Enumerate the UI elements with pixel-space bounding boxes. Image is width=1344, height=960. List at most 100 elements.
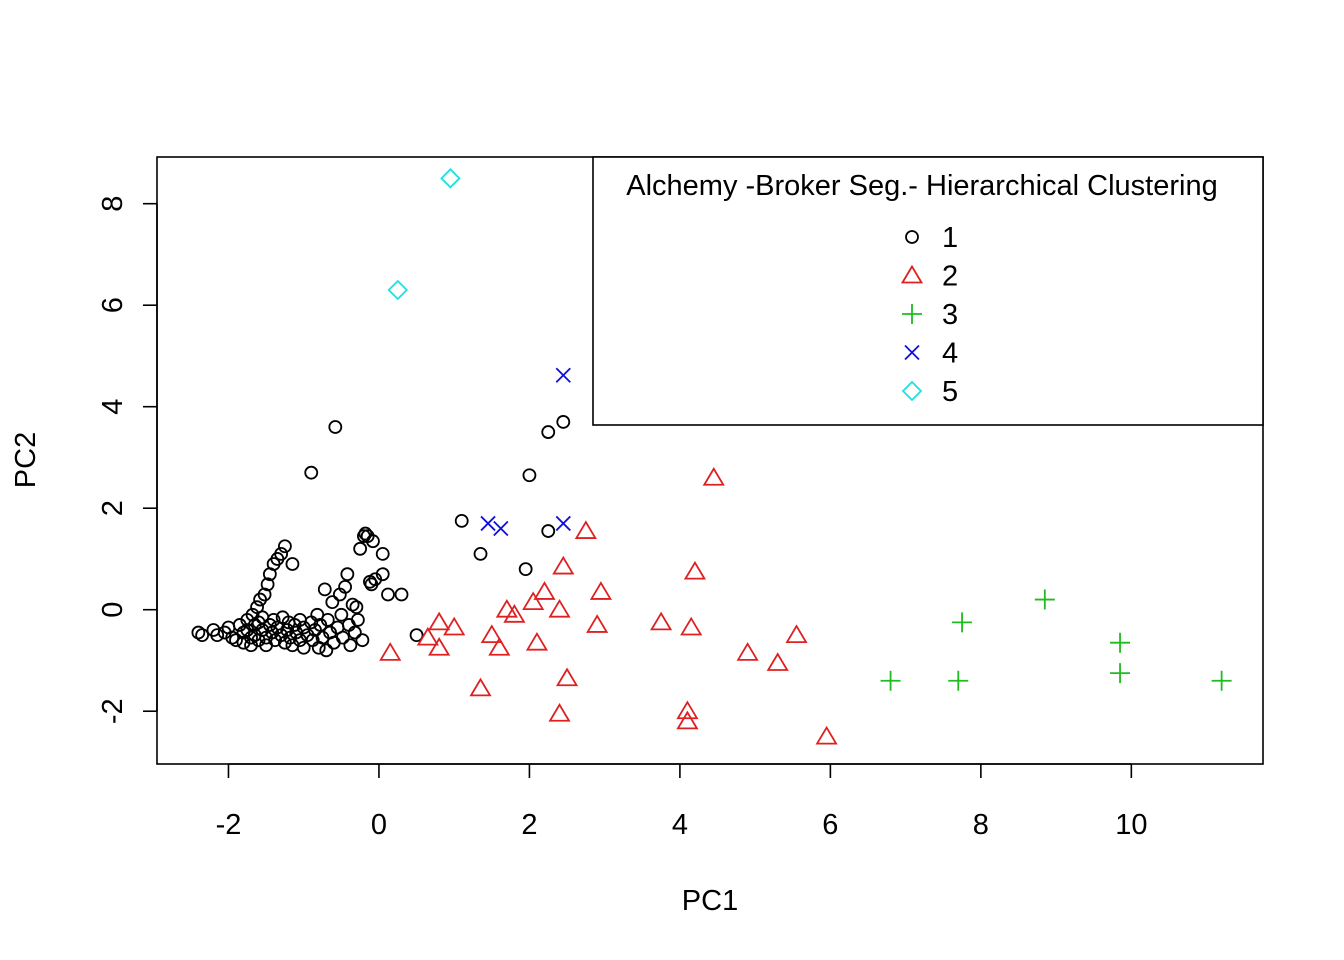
- data-point: [493, 520, 509, 537]
- legend-label: 5: [942, 376, 958, 408]
- x-tick-label: 2: [521, 809, 537, 841]
- data-point: [319, 643, 334, 658]
- data-point: [210, 628, 225, 642]
- series-5: [387, 168, 461, 301]
- data-point: [285, 557, 300, 571]
- legend-item-5: 5: [901, 376, 958, 408]
- legend-marker: [904, 344, 920, 361]
- data-point: [349, 600, 364, 615]
- data-point: [952, 612, 973, 633]
- data-point: [195, 628, 210, 642]
- data-point: [548, 598, 571, 618]
- data-point: [325, 595, 340, 609]
- series-3: [880, 589, 1232, 691]
- data-point: [469, 677, 492, 697]
- data-point: [676, 710, 699, 730]
- data-point: [394, 587, 409, 602]
- data-point: [766, 652, 789, 671]
- legend-label: 2: [942, 261, 958, 293]
- data-point: [480, 515, 496, 532]
- data-point: [676, 700, 699, 720]
- data-point: [353, 541, 368, 556]
- data-point: [347, 625, 362, 640]
- legend-item-4: 4: [904, 338, 958, 370]
- data-point: [304, 465, 319, 480]
- data-point: [266, 612, 281, 627]
- data-point: [683, 560, 707, 580]
- data-point: [736, 642, 759, 661]
- data-point: [589, 581, 612, 600]
- x-axis-label: PC1: [682, 885, 738, 917]
- data-point: [350, 612, 365, 627]
- data-point: [815, 725, 838, 745]
- data-point: [338, 579, 352, 594]
- y-tick-label: 8: [97, 196, 129, 212]
- data-point: [541, 524, 556, 538]
- data-point: [680, 616, 703, 636]
- data-point: [440, 168, 461, 189]
- data-point: [278, 539, 292, 554]
- y-tick-label: 6: [97, 297, 129, 313]
- data-point: [296, 640, 311, 655]
- data-point: [555, 515, 571, 532]
- legend-label: 1: [942, 222, 958, 254]
- legend-items: 1 2 3 4 5: [900, 222, 958, 408]
- x-tick-label: 6: [822, 809, 838, 841]
- data-point: [274, 546, 289, 561]
- data-point: [1211, 670, 1232, 691]
- legend-marker: [905, 230, 919, 244]
- data-point: [326, 635, 341, 650]
- data-point: [650, 611, 673, 631]
- data-point: [358, 526, 373, 541]
- series-2: [379, 466, 838, 745]
- y-axis-label: PC2: [10, 432, 42, 488]
- data-point: [381, 587, 395, 602]
- data-point: [555, 667, 579, 687]
- data-point: [355, 633, 370, 648]
- series-1: [191, 415, 571, 658]
- data-point: [375, 546, 390, 561]
- data-point: [518, 562, 533, 577]
- y-tick-label: 2: [97, 500, 129, 516]
- data-point: [416, 626, 439, 646]
- data-point: [340, 567, 355, 582]
- data-point: [1110, 663, 1131, 684]
- x-tick-label: 10: [1115, 809, 1147, 841]
- data-point: [379, 642, 402, 661]
- data-point: [343, 638, 358, 653]
- data-point: [335, 630, 350, 645]
- series-4: [480, 367, 571, 537]
- data-points: [191, 168, 1232, 745]
- data-point: [428, 637, 451, 656]
- data-point: [366, 534, 380, 549]
- legend-marker: [901, 380, 923, 402]
- data-point: [473, 546, 488, 561]
- legend-item-1: 1: [905, 222, 958, 254]
- data-point: [341, 618, 356, 632]
- data-point: [1034, 589, 1055, 610]
- legend-box: [592, 156, 1264, 426]
- x-tick-label: 0: [371, 809, 387, 841]
- data-point: [1110, 632, 1131, 653]
- x-tick-label: 4: [672, 809, 688, 841]
- data-point: [328, 420, 343, 434]
- data-point: [541, 425, 556, 439]
- data-point: [317, 582, 332, 597]
- data-point: [533, 581, 556, 600]
- y-tick-label: 0: [97, 602, 129, 618]
- data-point: [428, 611, 451, 631]
- data-point: [443, 616, 466, 636]
- y-axis: -2 0 2 4 6 8: [97, 196, 158, 724]
- data-point: [260, 577, 275, 592]
- data-point: [574, 520, 597, 539]
- y-tick-label: -2: [97, 698, 129, 724]
- legend-item-2: 2: [900, 261, 958, 293]
- legend-label: 4: [942, 338, 958, 370]
- legend-marker: [900, 264, 924, 284]
- y-tick-label: 4: [97, 399, 129, 415]
- data-point: [548, 702, 571, 722]
- x-tick-label: -2: [216, 809, 242, 841]
- data-point: [320, 612, 335, 627]
